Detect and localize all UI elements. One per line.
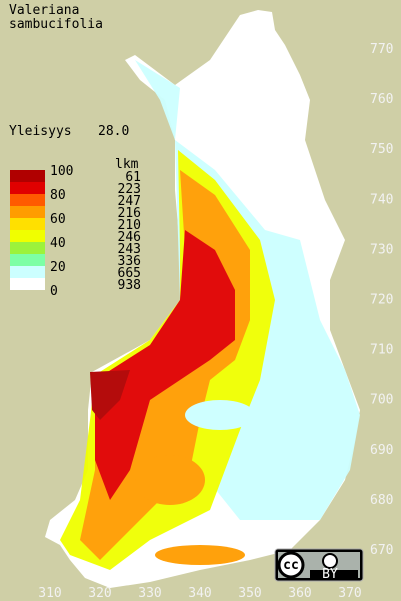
by-strip [310,570,358,579]
title-line: sambucifolia [9,17,103,32]
area [135,60,180,140]
area [185,400,255,430]
y-axis-label: 760 [370,92,393,107]
legend-swatch [10,278,45,290]
country-shape [45,10,360,588]
y-axis-label: 770 [370,42,393,57]
legend-swatch [10,182,45,194]
frequency-label: Yleisyys [9,124,72,139]
legend-scale-label: 40 [50,236,66,251]
legend-swatch [10,242,45,254]
license-text: BY [322,567,338,582]
legend-count: 61 [125,170,141,185]
legend-count: 665 [118,266,141,281]
area [135,455,205,505]
cc-icon-text: cc [283,558,299,573]
by-icon [322,553,338,569]
legend-swatch [10,194,45,206]
legend-scale-label: 20 [50,260,66,275]
y-axis-label: 730 [370,242,393,257]
legend-scale-label: 0 [50,284,58,299]
legend-swatch [10,170,45,182]
legend-count: 336 [118,254,141,269]
area [90,370,130,420]
license-badge: cc BY [274,548,364,582]
legend-count: 243 [118,242,141,257]
legend-swatch [10,206,45,218]
legend-swatch [10,218,45,230]
legend-count: 246 [118,230,141,245]
y-axis-label: 690 [370,443,393,458]
legend-scale-label: 100 [50,164,73,179]
legend-count: 210 [118,218,141,233]
legend-count: 247 [118,194,141,209]
y-axis-label: 740 [370,192,393,207]
x-axis-label: 340 [188,586,211,601]
legend-count: 938 [118,278,141,293]
title-line: Valeriana [9,3,79,18]
area [95,230,235,500]
x-axis-label: 310 [38,586,61,601]
legend-scale-label: 60 [50,212,66,227]
legend-scale-label: 80 [50,188,66,203]
y-axis-label: 720 [370,293,393,308]
y-axis-label: 700 [370,393,393,408]
area [155,545,245,565]
frequency-value: 28.0 [98,124,129,139]
x-axis-label: 330 [138,586,161,601]
x-axis-label: 350 [238,586,261,601]
legend-swatch [10,230,45,242]
x-axis-label: 360 [288,586,311,601]
x-axis-label: 320 [88,586,111,601]
axes: 770 760 750 740 730 720 710 700 690 680 670 310 320 3… [38,42,393,601]
cc-icon [277,551,305,579]
y-axis-label: 670 [370,543,393,558]
legend-swatch [10,254,45,266]
x-axis-label: 370 [338,586,361,601]
y-axis-label: 750 [370,142,393,157]
legend-count: 223 [118,182,141,197]
count-header: lkm [115,157,139,172]
legend-swatch [10,266,45,278]
legend-count: 216 [118,206,141,221]
y-axis-label: 710 [370,343,393,358]
y-axis-label: 680 [370,493,393,508]
